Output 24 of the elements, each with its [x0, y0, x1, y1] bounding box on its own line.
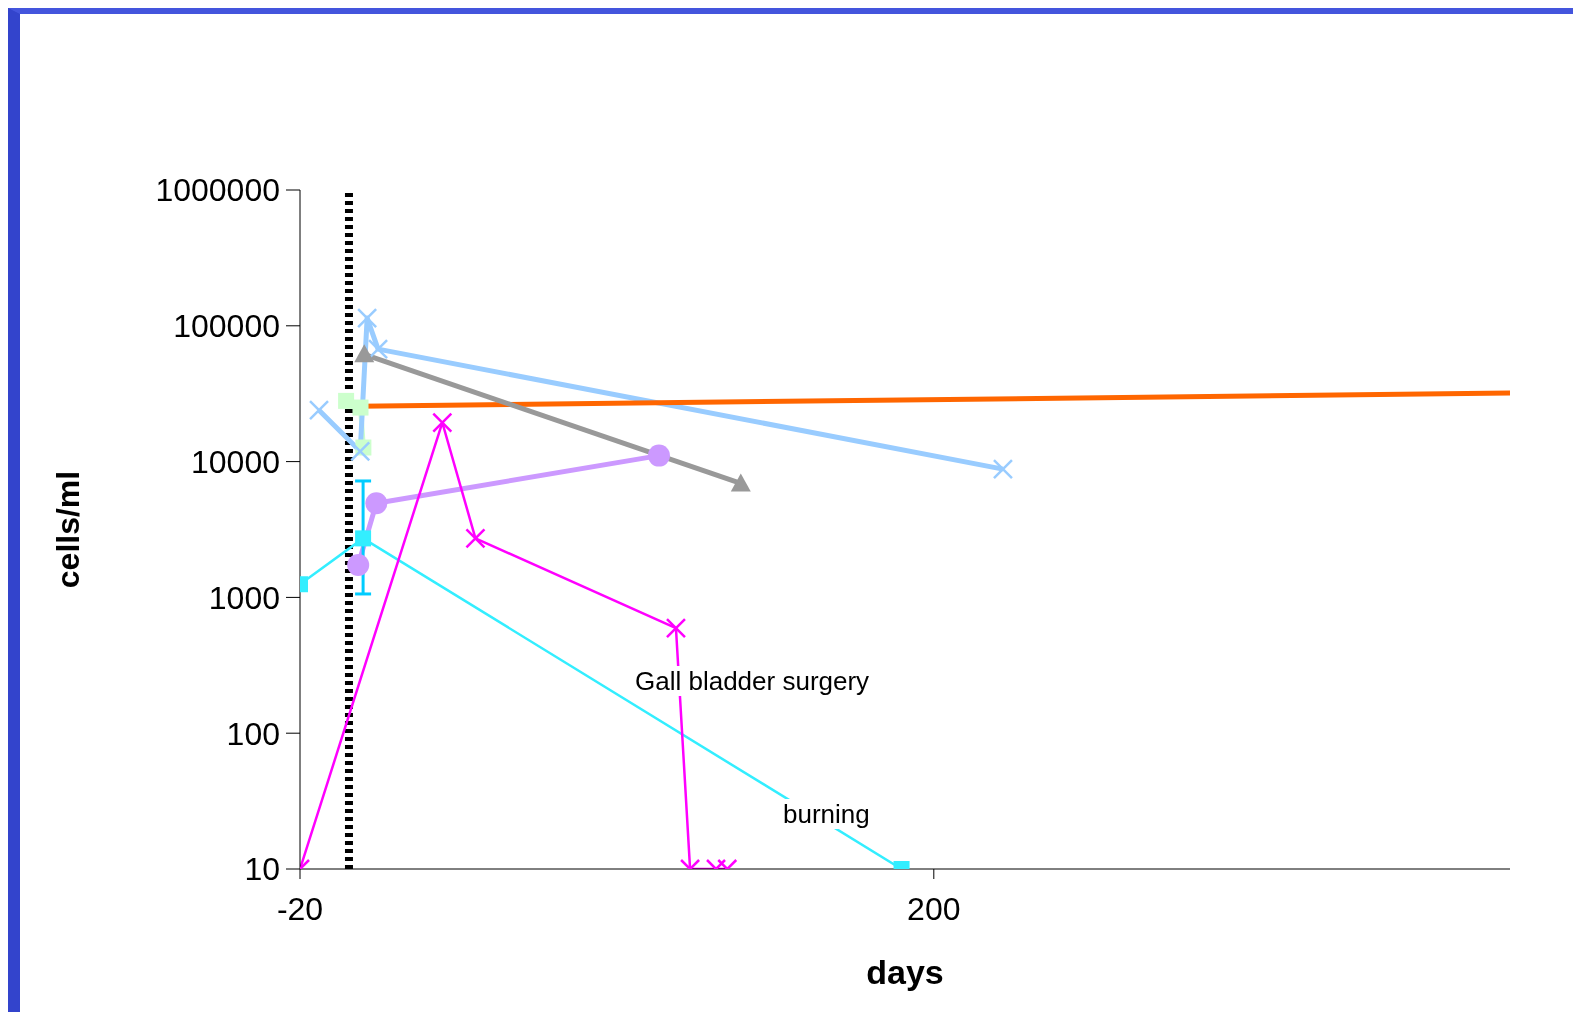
y-tick-label: 10000 — [191, 443, 280, 480]
point — [355, 530, 372, 547]
x-tick-label: 200 — [907, 890, 961, 927]
annotation: burning — [780, 799, 873, 829]
x-tick-label: -20 — [276, 890, 324, 927]
point — [349, 441, 371, 462]
y-tick-label: 1000000 — [155, 172, 280, 209]
y-tick-label: 100 — [226, 715, 280, 752]
point — [992, 458, 1014, 480]
point — [356, 307, 378, 329]
point — [338, 392, 355, 409]
annotation: Gall bladder surgery — [632, 666, 873, 696]
point — [465, 528, 486, 549]
point — [308, 399, 330, 421]
point — [432, 412, 453, 433]
point — [647, 444, 670, 467]
y-tick-label: 100000 — [173, 308, 280, 345]
y-tick-label: 10 — [244, 851, 280, 888]
x-axis-title: days — [866, 953, 944, 991]
y-axis-title: cells/ml — [50, 470, 87, 589]
point — [352, 399, 369, 416]
point — [367, 338, 389, 360]
y-tick-label: 1000 — [208, 579, 280, 616]
point — [365, 492, 388, 515]
